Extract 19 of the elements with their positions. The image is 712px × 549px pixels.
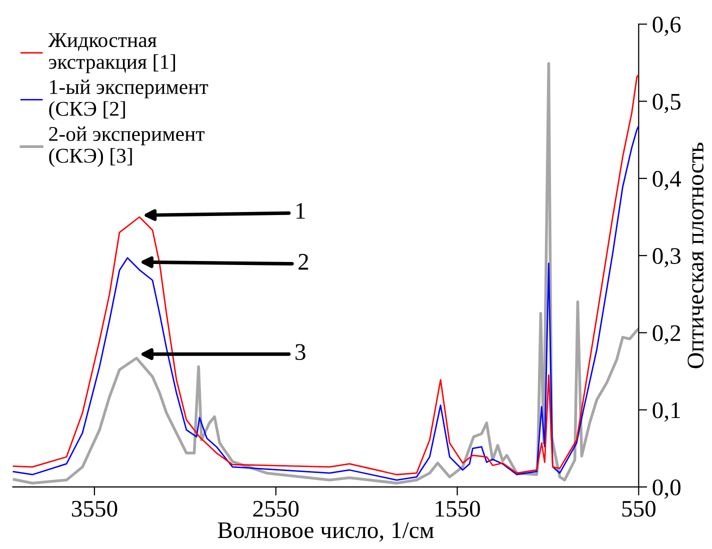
legend-label: Жидкостная экстракция [1] [48, 33, 176, 74]
annotation: 1 [296, 203, 305, 219]
legend-label: 2-ой эксперимент (СКЭ) [3] [49, 126, 204, 168]
x-tick-label: 1550 [436, 500, 480, 517]
y-tick-label: 0,1 [652, 402, 680, 422]
y-tick-label: 0,2 [652, 325, 680, 345]
annotation: 3 [296, 344, 306, 360]
y-axis-title: Оптическая плотность [688, 142, 704, 368]
annotation: 2 [298, 254, 308, 270]
y-tick-label: 0,3 [652, 248, 680, 268]
x-tick-label: 2550 [253, 500, 299, 517]
y-tick-label: 0,4 [652, 170, 682, 190]
legend-label: 1-ый эксперимент (СКЭ [2] [49, 80, 208, 120]
y-tick-label: 0,0 [652, 479, 680, 499]
y-tick-label: 0,5 [652, 94, 680, 114]
x-axis-title: Волновое число, 1/см [218, 522, 434, 542]
x-tick-label: 550 [622, 500, 656, 517]
x-tick-label: 3550 [72, 500, 118, 517]
y-tick-label: 0,6 [652, 16, 681, 36]
